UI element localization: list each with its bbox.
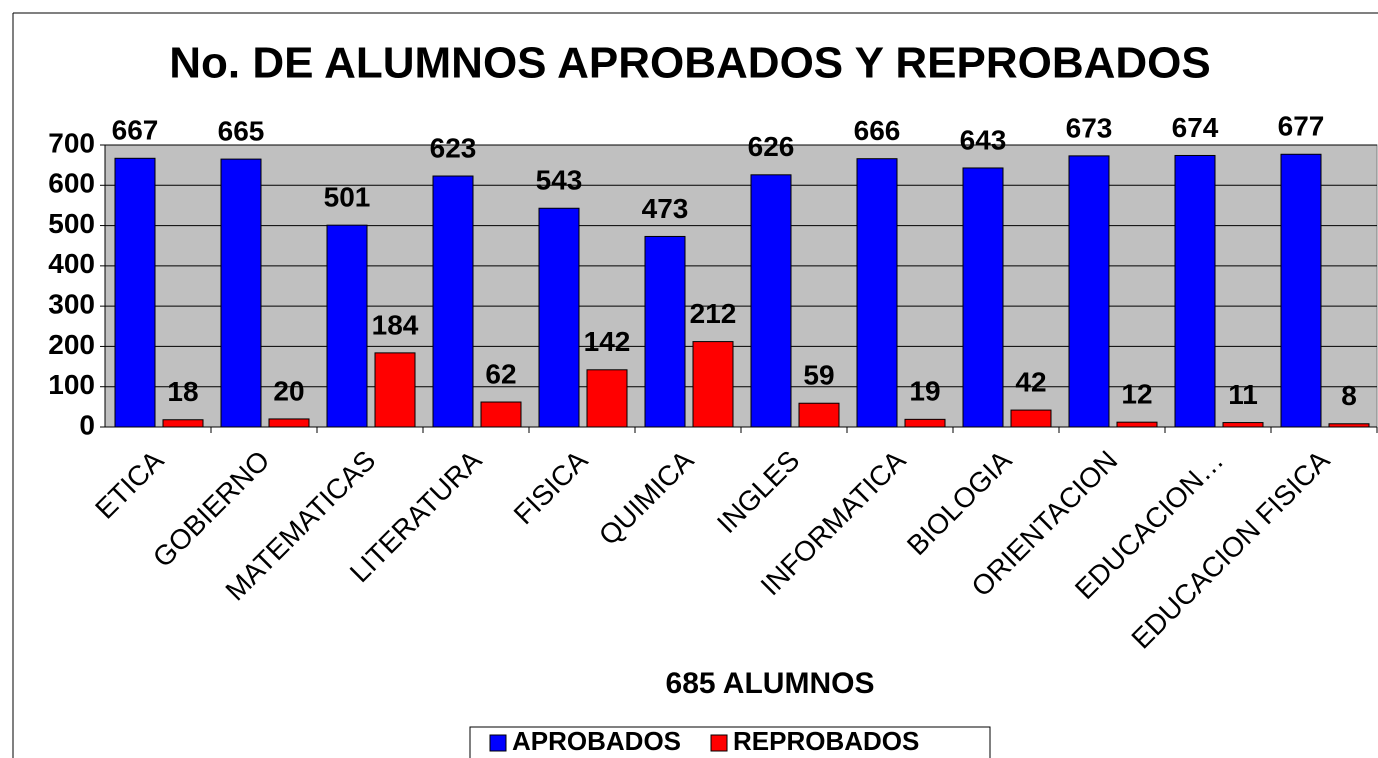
y-tick-label: 0: [79, 409, 95, 440]
legend-box: [469, 726, 991, 758]
value-label: 666: [854, 115, 901, 146]
value-label: 667: [112, 115, 159, 146]
x-tick-label: BIOLOGIA: [901, 444, 1018, 561]
value-label: 665: [218, 115, 265, 146]
y-tick-label: 600: [48, 168, 95, 199]
bar: [220, 158, 262, 428]
y-tick-label: 100: [48, 369, 95, 400]
bar: [644, 235, 686, 428]
y-tick-label: 300: [48, 289, 95, 320]
value-label: 19: [909, 376, 940, 407]
value-label: 677: [1278, 111, 1325, 142]
value-label: 42: [1015, 366, 1046, 397]
legend-label: REPROBADOS: [733, 726, 919, 756]
bar: [1328, 423, 1370, 428]
value-label: 626: [748, 131, 795, 162]
bar: [1174, 154, 1216, 428]
bar: [162, 419, 204, 428]
y-tick-label: 200: [48, 329, 95, 360]
x-tick-label: QUIMICA: [593, 444, 700, 551]
chart-title: No. DE ALUMNOS APROBADOS Y REPROBADOS: [169, 39, 1210, 88]
bar: [904, 418, 946, 428]
value-label: 643: [960, 124, 1007, 155]
bar: [586, 369, 628, 428]
y-tick-label: 700: [48, 127, 95, 158]
bar: [750, 174, 792, 428]
x-axis-label: 685 ALUMNOS: [666, 667, 875, 700]
x-tick-label: FISICA: [508, 444, 594, 530]
x-tick-label: ETICA: [89, 444, 169, 524]
value-label: 8: [1341, 380, 1357, 411]
legend-label: APROBADOS: [512, 726, 681, 756]
value-label: 673: [1066, 112, 1113, 143]
bar: [1280, 153, 1322, 428]
bar: [692, 341, 734, 428]
bar: [1222, 422, 1264, 428]
value-label: 543: [536, 165, 583, 196]
value-label: 20: [273, 375, 304, 406]
legend-swatch: [489, 734, 507, 752]
value-label: 142: [584, 326, 631, 357]
value-label: 18: [167, 376, 198, 407]
legend-swatch: [710, 734, 728, 752]
x-tick-label: INGLES: [711, 445, 806, 540]
bar: [114, 157, 156, 428]
value-label: 62: [485, 358, 516, 389]
x-tick-label: EDUCACION FISICA: [1125, 444, 1335, 654]
y-tick-label: 400: [48, 248, 95, 279]
bar: [1116, 421, 1158, 428]
bar: [538, 207, 580, 428]
value-label: 674: [1172, 112, 1219, 143]
value-label: 184: [372, 309, 419, 340]
bar: [1010, 409, 1052, 428]
bar: [856, 158, 898, 428]
bar: [798, 402, 840, 428]
bar: [480, 401, 522, 428]
bar: [374, 352, 416, 428]
bar: [326, 224, 368, 428]
value-label: 12: [1121, 379, 1152, 410]
y-tick-label: 500: [48, 208, 95, 239]
value-label: 212: [690, 298, 737, 329]
value-label: 59: [803, 360, 834, 391]
bar: [1068, 155, 1110, 428]
value-label: 623: [430, 132, 477, 163]
value-label: 473: [642, 193, 689, 224]
bar: [268, 418, 310, 428]
value-label: 501: [324, 182, 371, 213]
bar: [962, 167, 1004, 428]
value-label: 11: [1228, 379, 1258, 410]
bar: [432, 175, 474, 428]
